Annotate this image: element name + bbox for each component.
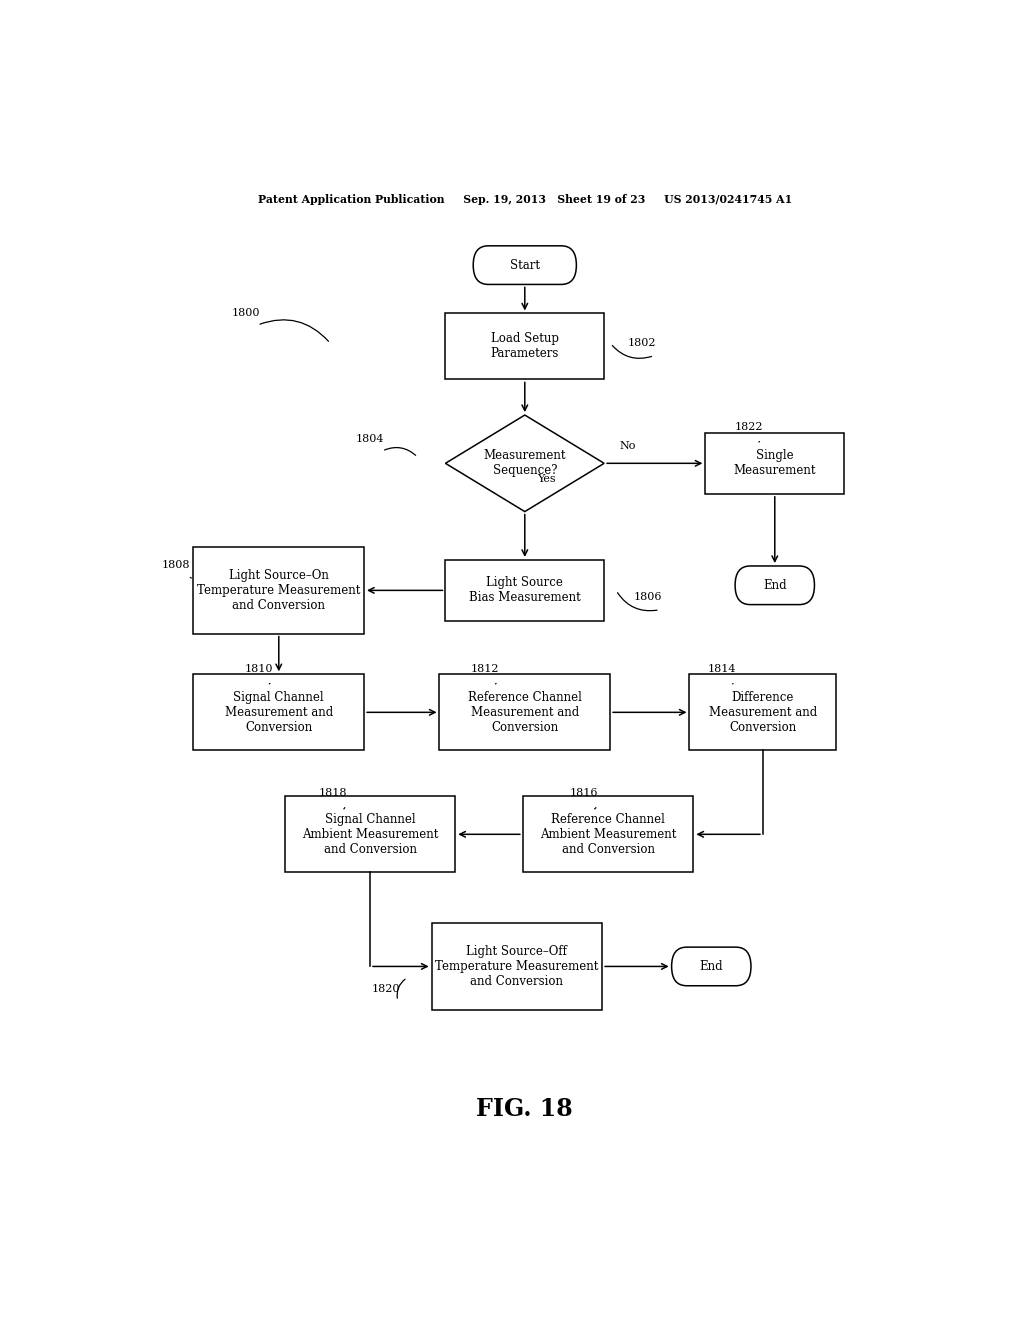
Text: End: End [763, 578, 786, 591]
Text: 1800: 1800 [231, 308, 260, 318]
FancyBboxPatch shape [689, 675, 837, 751]
Text: 1812: 1812 [471, 664, 500, 673]
FancyBboxPatch shape [285, 796, 456, 873]
Text: Measurement
Sequence?: Measurement Sequence? [483, 449, 566, 478]
Text: 1818: 1818 [318, 788, 347, 797]
Text: 1808: 1808 [162, 560, 189, 570]
Text: 1816: 1816 [570, 788, 599, 797]
FancyBboxPatch shape [431, 923, 602, 1010]
Text: 1806: 1806 [634, 593, 663, 602]
FancyBboxPatch shape [194, 548, 365, 634]
Text: Signal Channel
Measurement and
Conversion: Signal Channel Measurement and Conversio… [224, 690, 333, 734]
Text: Load Setup
Parameters: Load Setup Parameters [490, 333, 559, 360]
Text: Light Source
Bias Measurement: Light Source Bias Measurement [469, 577, 581, 605]
Text: 1804: 1804 [355, 434, 384, 444]
FancyBboxPatch shape [672, 948, 751, 986]
FancyBboxPatch shape [445, 560, 604, 620]
Text: End: End [699, 960, 723, 973]
FancyBboxPatch shape [445, 313, 604, 379]
Text: Light Source–On
Temperature Measurement
and Conversion: Light Source–On Temperature Measurement … [197, 569, 360, 612]
FancyBboxPatch shape [439, 675, 610, 751]
Text: 1820: 1820 [372, 983, 400, 994]
FancyBboxPatch shape [194, 675, 365, 751]
Text: Patent Application Publication     Sep. 19, 2013   Sheet 19 of 23     US 2013/02: Patent Application Publication Sep. 19, … [258, 194, 792, 205]
Text: Yes: Yes [537, 474, 555, 484]
Text: Reference Channel
Measurement and
Conversion: Reference Channel Measurement and Conver… [468, 690, 582, 734]
Text: Signal Channel
Ambient Measurement
and Conversion: Signal Channel Ambient Measurement and C… [302, 813, 438, 855]
FancyBboxPatch shape [473, 246, 577, 284]
FancyBboxPatch shape [706, 433, 844, 494]
Text: 1822: 1822 [734, 421, 763, 432]
Text: Difference
Measurement and
Conversion: Difference Measurement and Conversion [709, 690, 817, 734]
Text: 1802: 1802 [628, 338, 656, 348]
Text: FIG. 18: FIG. 18 [476, 1097, 573, 1121]
Text: Single
Measurement: Single Measurement [733, 449, 816, 478]
Polygon shape [445, 414, 604, 512]
FancyBboxPatch shape [735, 566, 814, 605]
Text: 1810: 1810 [245, 664, 273, 673]
Text: Light Source–Off
Temperature Measurement
and Conversion: Light Source–Off Temperature Measurement… [435, 945, 599, 987]
Text: 1814: 1814 [708, 664, 736, 673]
Text: Reference Channel
Ambient Measurement
and Conversion: Reference Channel Ambient Measurement an… [540, 813, 676, 855]
FancyBboxPatch shape [523, 796, 693, 873]
Text: Start: Start [510, 259, 540, 272]
Text: No: No [620, 441, 636, 451]
